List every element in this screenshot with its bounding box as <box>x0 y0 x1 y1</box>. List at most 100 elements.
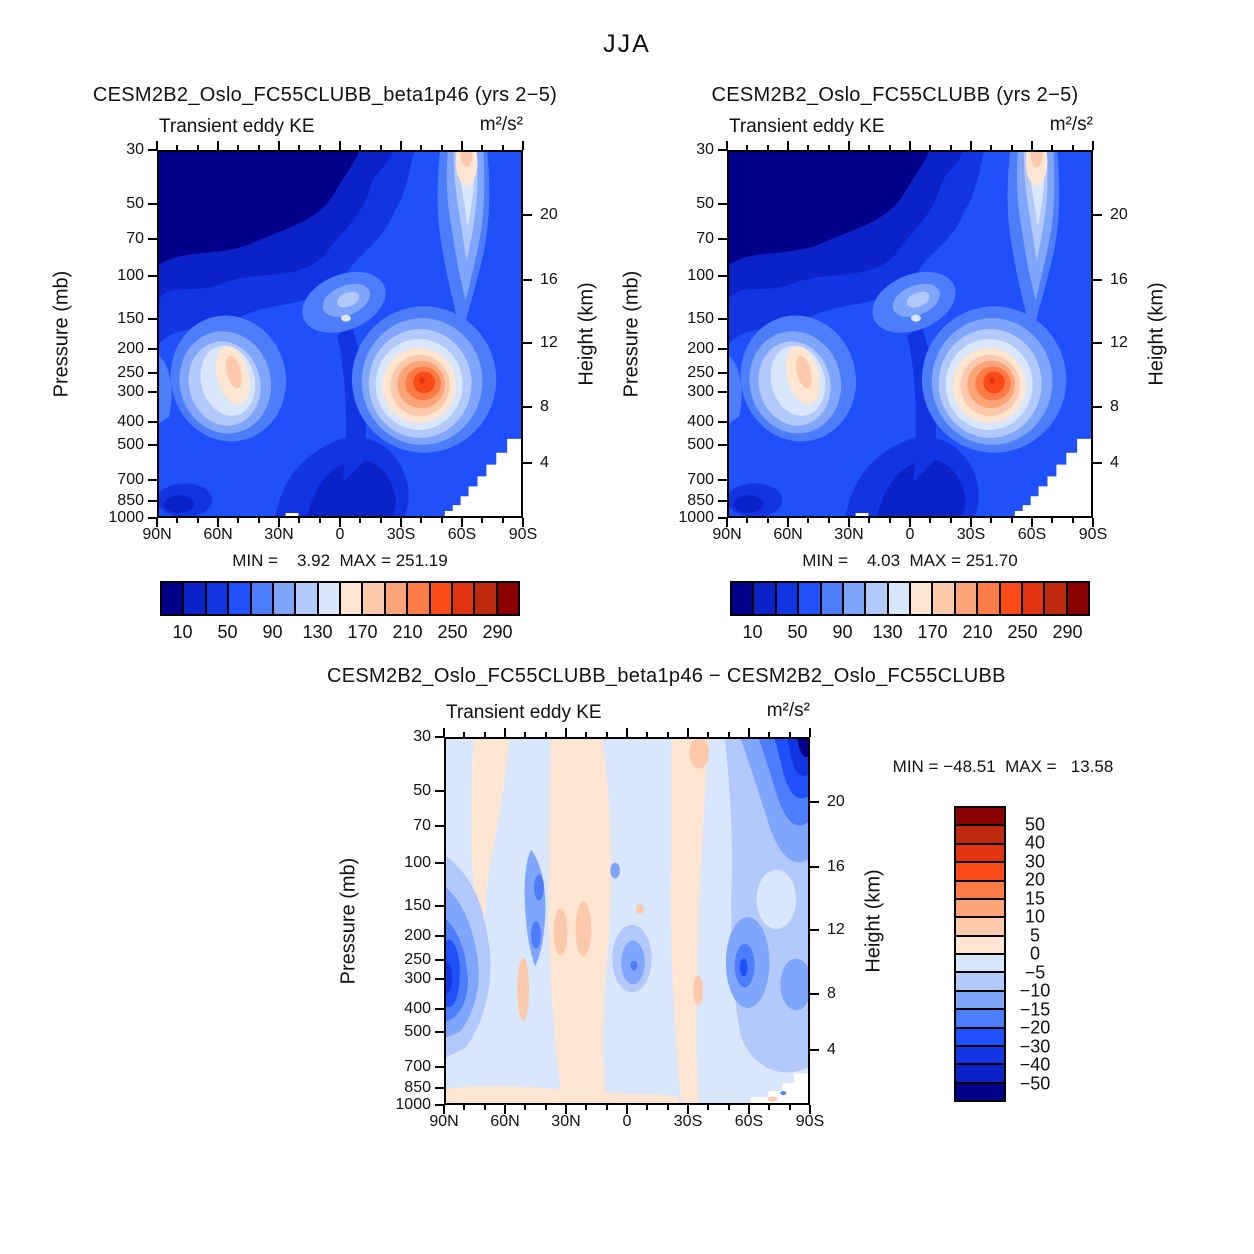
tick-label: 90N <box>429 1113 459 1130</box>
tick-mark <box>718 275 727 278</box>
tick-label: 290 <box>1052 622 1083 642</box>
tick-mark <box>687 1105 689 1114</box>
tick-mark <box>148 238 157 241</box>
tick-mark <box>929 145 932 150</box>
panel-title: CESM2B2_Oslo_FC55CLUBB_beta1p46 (yrs 2−5… <box>92 84 558 106</box>
tick-label: 30N <box>834 526 864 543</box>
tick-mark <box>1010 145 1013 150</box>
tick-label: 4 <box>827 1041 836 1059</box>
tick-mark <box>359 518 362 523</box>
tick-label: 30N <box>551 1113 581 1130</box>
tick-mark <box>718 371 727 374</box>
colorbar-vertical <box>954 806 1006 1102</box>
tick-label: 90N <box>142 526 172 543</box>
season-title: JJA <box>603 30 651 58</box>
tick-label: 90S <box>508 526 538 543</box>
contour-plot-area <box>444 737 810 1105</box>
pressure-axis-labels: 30 50 70 100 150 200 250 300 400 500 700 850 1000 <box>379 728 431 1113</box>
tick-mark <box>718 517 727 519</box>
tick-label: 400 <box>687 412 714 430</box>
x-axis-ticks-top <box>156 141 524 150</box>
tick-label: 400 <box>117 412 144 430</box>
pressure-axis-ticks <box>148 149 157 519</box>
field-label: Transient eddy KE <box>729 116 885 137</box>
tick-label: 290 <box>482 622 513 642</box>
tick-mark <box>787 141 789 150</box>
tick-mark <box>888 518 891 523</box>
tick-mark <box>646 1105 649 1110</box>
tick-mark <box>237 145 240 150</box>
tick-mark <box>435 1066 444 1069</box>
tick-mark <box>718 149 727 151</box>
tick-mark <box>1051 518 1054 523</box>
tick-mark <box>544 732 547 737</box>
tick-label: 30S <box>673 1113 703 1130</box>
tick-mark <box>746 145 749 150</box>
tick-mark <box>257 145 260 150</box>
tick-mark <box>788 1105 791 1110</box>
tick-mark <box>298 518 301 523</box>
height-axis-title: Height (km) <box>1145 282 1168 386</box>
tick-mark <box>278 518 280 527</box>
tick-mark <box>148 348 157 351</box>
contour-plot-area <box>727 150 1093 518</box>
tick-mark <box>848 141 850 150</box>
tick-mark <box>718 444 727 447</box>
tick-mark <box>1031 141 1033 150</box>
tick-label: −40 <box>1019 1054 1051 1075</box>
tick-label: 50 <box>696 194 714 212</box>
tick-mark <box>524 1105 527 1110</box>
tick-mark <box>359 145 362 150</box>
tick-mark <box>727 1105 730 1110</box>
tick-label: 20 <box>1024 869 1046 890</box>
tick-mark <box>748 728 750 737</box>
colorbar-cell <box>754 583 775 614</box>
tick-mark <box>523 405 532 408</box>
colorbar-cell <box>956 844 1004 862</box>
contour-plot <box>729 152 1091 516</box>
tick-label: 170 <box>917 622 948 642</box>
contour-plot <box>446 739 808 1103</box>
tick-label: 70 <box>696 230 714 248</box>
tick-label: 200 <box>404 927 431 945</box>
tick-label: 150 <box>117 309 144 327</box>
colorbar-labels: 10 50 90 130 170 210 250 290 <box>160 622 520 642</box>
tick-label: 300 <box>687 382 714 400</box>
pressure-axis-title: Pressure (mb) <box>337 857 360 985</box>
tick-mark <box>217 518 219 527</box>
tick-mark <box>949 518 952 523</box>
tick-mark <box>807 518 810 523</box>
tick-label: 300 <box>404 969 431 987</box>
tick-label: 100 <box>404 854 431 872</box>
tick-mark <box>523 278 532 281</box>
tick-mark <box>746 518 749 523</box>
tick-mark <box>148 479 157 482</box>
tick-mark <box>788 732 791 737</box>
tick-mark <box>148 517 157 519</box>
tick-mark <box>148 202 157 205</box>
tick-label: 8 <box>540 397 549 415</box>
tick-label: 700 <box>687 471 714 489</box>
tick-label: 60S <box>734 1113 764 1130</box>
tick-mark <box>435 736 444 738</box>
tick-mark <box>278 141 280 150</box>
colorbar-cell <box>1000 583 1021 614</box>
tick-mark <box>810 928 819 931</box>
tick-label: 300 <box>117 382 144 400</box>
tick-mark <box>523 341 532 344</box>
colorbar-cell <box>956 973 1004 990</box>
colorbar-cell <box>497 583 518 614</box>
tick-label: 30S <box>956 526 986 543</box>
tick-mark <box>481 145 484 150</box>
tick-label: 20 <box>827 793 845 811</box>
tick-mark <box>727 732 730 737</box>
tick-mark <box>148 317 157 320</box>
tick-mark <box>810 801 819 804</box>
tick-label: 30 <box>1024 851 1046 871</box>
tick-mark <box>420 518 423 523</box>
tick-label: 4 <box>540 454 549 472</box>
colorbar-cell <box>843 583 865 614</box>
tick-label: 10 <box>1024 906 1046 927</box>
tick-mark <box>718 238 727 241</box>
colorbar-cell <box>956 955 1004 972</box>
